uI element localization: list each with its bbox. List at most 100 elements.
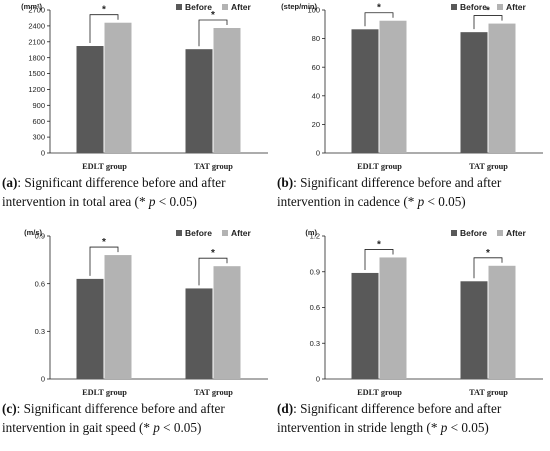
bar-before <box>351 272 379 379</box>
significance-star: * <box>486 248 490 259</box>
caption-stride-length: (d): Significant difference before and a… <box>277 399 549 437</box>
legend-swatch-after <box>222 230 228 236</box>
y-tick-label: 2400 <box>28 21 45 30</box>
chart-gait-speed: 0 0.3 0.6 0.9(m/s) * EDLT group * TAT group Befo… <box>24 228 268 397</box>
y-tick-label: 1200 <box>28 85 45 94</box>
caption-p: p <box>148 194 156 209</box>
y-tick-label: 0 <box>316 149 320 158</box>
category-label: EDLT group <box>82 388 127 397</box>
y-axis-unit: (m) <box>305 228 317 237</box>
category-label: EDLT group <box>357 162 402 171</box>
significance-star: * <box>377 3 381 14</box>
bar-before <box>351 29 379 153</box>
significance-bracket <box>89 246 119 276</box>
caption-p: p <box>153 420 160 435</box>
bar-before <box>76 46 104 153</box>
bar-after <box>488 23 516 154</box>
significance-bracket <box>364 249 394 270</box>
y-tick-label: 60 <box>312 63 320 72</box>
legend-label-after: After <box>506 2 527 12</box>
y-tick-label: 20 <box>312 120 320 129</box>
caption-text: : Significant difference before and afte… <box>2 175 226 209</box>
y-tick-label: 900 <box>32 101 45 110</box>
significance-bracket <box>198 19 228 47</box>
significance-bracket <box>364 12 394 27</box>
y-tick-label: 300 <box>32 133 45 142</box>
chart-total-area: 0 300 600 900 1200 1500 1800 2100 2400 2700(mm²) *… <box>21 2 268 171</box>
y-axis-unit: (m/s) <box>24 228 42 237</box>
caption-label: (c) <box>2 401 17 416</box>
bar-after <box>488 265 516 379</box>
caption-label: (a) <box>2 175 18 190</box>
y-tick-label: 1.2 <box>310 232 320 241</box>
y-tick-label: 0.9 <box>35 232 45 241</box>
significance-star: * <box>211 248 215 259</box>
caption-text: : Significant difference before and afte… <box>2 401 225 435</box>
y-tick-label: 1800 <box>28 53 45 62</box>
bar-after <box>213 28 241 153</box>
significance-star: * <box>102 5 106 16</box>
chart-stride-length: 0 0.3 0.6 0.9 1.2(m) * EDLT group * TAT group Bef… <box>305 228 543 397</box>
significance-star: * <box>211 10 215 21</box>
legend-swatch-after <box>222 4 228 10</box>
bar-after <box>213 266 241 379</box>
bar-before <box>460 32 488 153</box>
y-axis-unit: (step/min) <box>281 2 317 11</box>
category-label: EDLT group <box>82 162 127 171</box>
caption-suffix: < 0.05) <box>424 194 466 209</box>
legend-swatch-before <box>451 4 457 10</box>
y-tick-label: 100 <box>307 6 320 15</box>
legend-swatch-before <box>176 4 182 10</box>
caption-p: p <box>440 420 448 435</box>
caption-p: p <box>417 194 425 209</box>
caption-total-area: (a): Significant difference before and a… <box>2 173 274 211</box>
legend-label-after: After <box>231 228 252 238</box>
y-tick-label: 0.6 <box>35 279 45 288</box>
category-label: TAT group <box>194 388 233 397</box>
panel-gait-speed: 0 0.3 0.6 0.9 (m/s) * EDLT group * TAT group Befo… <box>0 226 275 451</box>
bar-after <box>379 20 407 153</box>
caption-gait-speed: (c): Significant difference before and a… <box>2 399 274 437</box>
significance-star: * <box>377 239 381 250</box>
bar-before <box>460 281 488 379</box>
legend-label-after: After <box>231 2 252 12</box>
caption-label: (d) <box>277 401 294 416</box>
legend-swatch-after <box>497 230 503 236</box>
y-tick-label: 40 <box>312 91 320 100</box>
significance-bracket <box>473 257 503 279</box>
caption-label: (b) <box>277 175 294 190</box>
y-axis-unit: (mm²) <box>21 2 42 11</box>
caption-text: : Significant difference before and afte… <box>277 401 502 435</box>
y-tick-label: 2700 <box>28 6 45 15</box>
bar-before <box>185 49 213 153</box>
y-tick-label: 2100 <box>28 37 45 46</box>
bar-after <box>104 255 132 379</box>
category-label: EDLT group <box>357 388 402 397</box>
chart-cadence: 0 20 40 60 80 100(step/min) * EDLT group * TAT gr… <box>281 2 543 171</box>
y-tick-label: 1500 <box>28 69 45 78</box>
legend-label-before: Before <box>185 228 212 238</box>
bar-after <box>379 257 407 379</box>
caption-suffix: < 0.05) <box>447 420 489 435</box>
legend-label-before: Before <box>460 228 487 238</box>
category-label: TAT group <box>469 388 508 397</box>
bar-after <box>104 22 132 154</box>
legend-label-before: Before <box>460 2 487 12</box>
caption-suffix: < 0.05) <box>155 194 197 209</box>
significance-star: * <box>102 237 106 248</box>
legend-swatch-before <box>176 230 182 236</box>
y-tick-label: 0.9 <box>310 267 320 276</box>
significance-bracket <box>198 257 228 286</box>
y-tick-label: 0.3 <box>35 327 45 336</box>
y-tick-label: 0 <box>41 375 45 384</box>
panel-stride-length: 0 0.3 0.6 0.9 1.2 (m) * EDLT group * TAT group Bef… <box>275 226 550 451</box>
legend-label-after: After <box>506 228 527 238</box>
y-tick-label: 600 <box>32 117 45 126</box>
caption-cadence: (b): Significant difference before and a… <box>277 173 549 211</box>
legend-label-before: Before <box>185 2 212 12</box>
y-tick-label: 0.6 <box>310 303 320 312</box>
caption-suffix: < 0.05) <box>159 420 202 435</box>
legend-swatch-after <box>497 4 503 10</box>
y-tick-label: 80 <box>312 34 320 43</box>
significance-bracket <box>89 14 119 44</box>
